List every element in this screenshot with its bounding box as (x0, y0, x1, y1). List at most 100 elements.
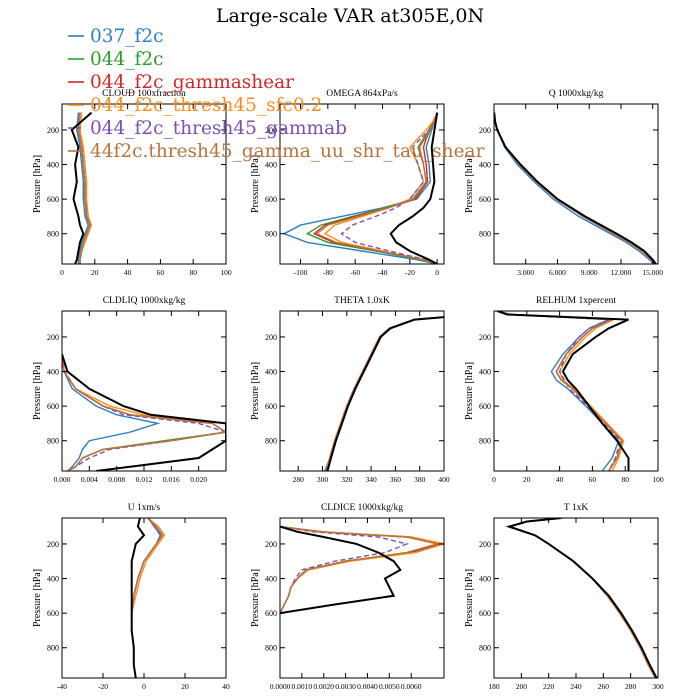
panel-title: U 1xm/s (128, 503, 161, 513)
series-line-5 (280, 525, 410, 614)
x-tick-label: 0.0040 (357, 682, 378, 691)
series-group (280, 525, 444, 615)
series-group (505, 518, 658, 678)
plot-frame (279, 517, 445, 679)
x-tick-label: 320 (341, 475, 353, 484)
x-tick-label: 400 (438, 475, 450, 484)
x-tick-label: 0.016 (163, 475, 180, 484)
x-tick-label: 220 (543, 682, 555, 691)
y-axis-label: Pressure [hPa] (464, 569, 475, 627)
y-tick-label: 600 (47, 195, 59, 204)
panel-title: CLDICE 1000xkg/kg (321, 503, 403, 513)
panel-4: CLDLIQ 1000xkg/kg Pressure [hPa] 0.000 0.00… (32, 296, 227, 484)
y-tick-label: 400 (265, 368, 277, 377)
series-line-2 (325, 316, 444, 471)
y-axis-label: Pressure [hPa] (32, 362, 43, 420)
y-tick-label: 800 (47, 437, 59, 446)
y-tick-label: 600 (479, 195, 491, 204)
legend: 037_f2c044_f2c044_f2c_gammashear044_f2c_… (68, 26, 485, 162)
panel-2: OMEGA 864xPa/s Pressure [hPa] -100 -80 -60 -4… (250, 89, 445, 277)
panel-9: T 1xK Pressure [hPa] 180 200 220 240 260 280 300… (464, 503, 664, 691)
x-tick-label: 300 (652, 682, 664, 691)
plot-frame (493, 103, 659, 265)
series-line-7 (70, 111, 93, 264)
y-axis-label: Pressure [hPa] (32, 569, 43, 627)
series-line-6 (497, 311, 623, 471)
series-line-5 (508, 518, 656, 678)
legend-item-4: 044_f2c_thresh45_sfc0.2 (68, 95, 322, 116)
legend-item-1: 037_f2c (68, 26, 164, 47)
y-tick-label: 600 (479, 402, 491, 411)
series-line-2 (497, 311, 623, 471)
series-line-7 (280, 525, 402, 615)
x-tick-label: -60 (350, 268, 360, 277)
x-tick-label: 0.020 (190, 475, 207, 484)
panel-title: CLDLIQ 1000xkg/kg (103, 296, 186, 306)
x-tick-label: -20 (98, 682, 108, 691)
series-line-1 (130, 518, 162, 678)
panel-1: CLOUD 100xfraction Pressure [hPa] 0 20 40 60 8… (32, 88, 232, 277)
panel-6: RELHUM 1xpercent Pressure [hPa] 0 20 40 60 80 1… (464, 296, 664, 484)
panel-title: RELHUM 1xpercent (536, 296, 616, 306)
series-line-4 (508, 518, 656, 678)
x-tick-label: 0.012 (136, 475, 153, 484)
y-tick-label: 400 (479, 368, 491, 377)
y-tick-label: 200 (479, 126, 491, 135)
y-axis-label: Pressure [hPa] (32, 155, 43, 213)
x-tick-label: 40 (556, 475, 564, 484)
series-line-5 (325, 316, 444, 471)
plot-frame (61, 310, 227, 472)
y-tick-label: 800 (265, 230, 277, 239)
y-tick-label: 800 (47, 230, 59, 239)
x-tick-label: 340 (365, 475, 377, 484)
series-group (130, 518, 166, 678)
x-tick-label: 40 (124, 268, 132, 277)
y-tick-label: 800 (265, 644, 277, 653)
x-tick-label: 0 (435, 268, 439, 277)
y-tick-label: 600 (265, 402, 277, 411)
y-tick-label: 200 (265, 540, 277, 549)
x-tick-label: 0 (492, 475, 496, 484)
y-tick-label: 600 (265, 195, 277, 204)
y-tick-label: 200 (479, 540, 491, 549)
series-line-6 (325, 316, 444, 471)
x-tick-label: 0 (60, 268, 64, 277)
y-axis-label: Pressure [hPa] (250, 155, 261, 213)
x-tick-label: 20 (523, 475, 531, 484)
legend-label: 044_f2c_thresh45_gammab (90, 118, 347, 139)
x-tick-label: 360 (390, 475, 402, 484)
series-line-1 (508, 518, 656, 678)
y-tick-label: 800 (479, 437, 491, 446)
series-line-3 (508, 518, 656, 678)
x-tick-label: -100 (294, 268, 308, 277)
y-tick-label: 600 (47, 402, 59, 411)
series-line-1 (76, 112, 89, 264)
series-group (62, 353, 226, 471)
y-axis-label: Pressure [hPa] (464, 362, 475, 420)
legend-label: 044_f2c_thresh45_sfc0.2 (90, 95, 322, 116)
x-tick-label: 60 (589, 475, 597, 484)
y-tick-label: 800 (265, 437, 277, 446)
series-line-3 (497, 311, 623, 471)
panel-3: Q 1000xkg/kg Pressure [hPa] 3.000 6.000 9.00… (464, 89, 663, 277)
x-tick-label: 100 (652, 475, 664, 484)
y-tick-label: 600 (47, 609, 59, 618)
x-tick-label: 260 (598, 682, 610, 691)
x-tick-label: 20 (181, 682, 189, 691)
series-line-7 (496, 311, 630, 471)
x-tick-label: 12.000 (611, 268, 632, 277)
plot-frame (61, 103, 227, 265)
x-tick-label: 100 (220, 268, 232, 277)
x-tick-label: 0.000 (54, 475, 71, 484)
x-tick-label: 0 (142, 682, 146, 691)
series-line-5 (497, 311, 622, 471)
x-tick-label: 280 (293, 475, 305, 484)
panel-title: OMEGA 864xPa/s (326, 89, 398, 99)
y-tick-label: 400 (265, 575, 277, 584)
x-tick-label: 240 (570, 682, 582, 691)
panel-title: T 1xK (564, 503, 589, 513)
panel-5: THETA 1.0xK Pressure [hPa] 280 300 320 340 360… (250, 296, 450, 484)
y-tick-label: 800 (47, 644, 59, 653)
